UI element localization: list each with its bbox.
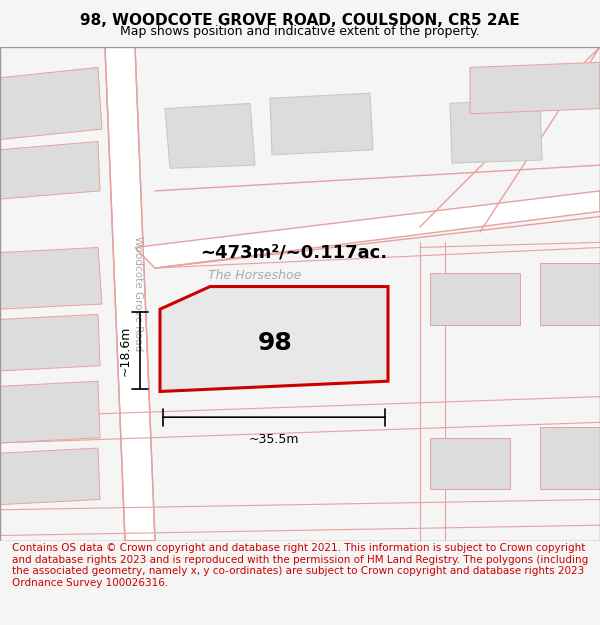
Text: 98, WOODCOTE GROVE ROAD, COULSDON, CR5 2AE: 98, WOODCOTE GROVE ROAD, COULSDON, CR5 2… [80,13,520,28]
Polygon shape [0,248,102,309]
Text: The Horseshoe: The Horseshoe [208,269,302,282]
Polygon shape [165,104,255,168]
Polygon shape [470,62,600,114]
Polygon shape [0,448,100,504]
Polygon shape [0,381,100,443]
Polygon shape [105,47,155,541]
Polygon shape [160,286,388,391]
Text: Contains OS data © Crown copyright and database right 2021. This information is : Contains OS data © Crown copyright and d… [12,543,588,588]
Polygon shape [0,68,102,139]
Polygon shape [430,438,510,489]
Polygon shape [190,319,330,374]
Polygon shape [450,98,542,163]
Text: ~35.5m: ~35.5m [249,432,299,446]
Polygon shape [540,263,600,324]
Polygon shape [0,141,100,199]
Text: Map shows position and indicative extent of the property.: Map shows position and indicative extent… [120,26,480,39]
Polygon shape [135,191,600,268]
Text: Woodcote Grove Road: Woodcote Grove Road [133,236,143,351]
Polygon shape [270,93,373,155]
Polygon shape [0,314,100,371]
Polygon shape [430,273,520,324]
Polygon shape [540,428,600,489]
Text: ~473m²/~0.117ac.: ~473m²/~0.117ac. [200,244,387,262]
Text: 98: 98 [257,331,292,355]
Text: ~18.6m: ~18.6m [119,325,132,376]
